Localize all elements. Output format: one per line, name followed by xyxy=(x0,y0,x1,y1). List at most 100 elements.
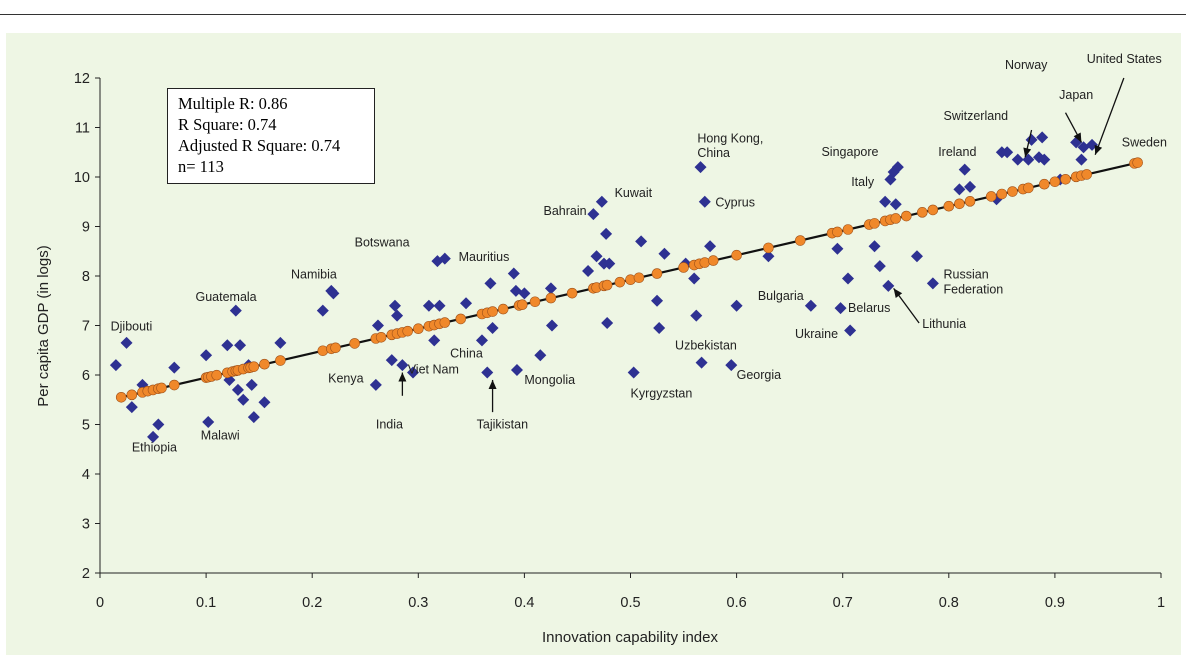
observed-point xyxy=(1038,153,1051,166)
country-label: Bahrain xyxy=(543,204,586,218)
observed-point xyxy=(258,396,271,409)
fitted-point xyxy=(259,358,270,370)
country-label: China xyxy=(697,146,730,160)
observed-point xyxy=(484,277,497,290)
observed-point xyxy=(730,299,743,312)
fitted-point xyxy=(439,317,451,328)
observed-point xyxy=(509,284,522,297)
observed-point xyxy=(1001,146,1014,159)
stat-multiple-r: Multiple R: 0.86 xyxy=(178,94,288,113)
y-tick-label: 3 xyxy=(82,517,90,533)
country-label: Malawi xyxy=(201,428,240,442)
observed-point xyxy=(518,287,531,300)
observed-point xyxy=(221,339,234,352)
country-label: Kenya xyxy=(328,371,363,385)
observed-point xyxy=(1011,153,1024,166)
observed-point xyxy=(545,319,558,332)
fitted-point xyxy=(1023,182,1034,194)
y-tick-label: 9 xyxy=(82,220,90,236)
x-axis-label: Innovation capability index xyxy=(542,629,718,646)
fitted-point xyxy=(1038,178,1050,190)
country-label: Ireland xyxy=(938,145,976,159)
observed-point xyxy=(406,366,419,379)
country-label: Namibia xyxy=(291,267,337,281)
regression-stats-box: Multiple R: 0.86 R Square: 0.74 Adjusted… xyxy=(167,88,375,184)
observed-point xyxy=(152,418,165,431)
observed-point xyxy=(653,321,666,334)
fitted-point xyxy=(1007,186,1018,197)
arrow-head xyxy=(1023,147,1032,158)
observed-point xyxy=(371,319,384,332)
fitted-point xyxy=(901,210,912,222)
observed-point xyxy=(844,324,857,337)
observed-point xyxy=(202,416,215,429)
observed-point xyxy=(842,272,855,285)
observed-point xyxy=(725,359,738,372)
arrow-head xyxy=(893,288,903,298)
observed-point xyxy=(891,161,904,174)
observed-point xyxy=(690,309,703,322)
x-tick-label: 0.4 xyxy=(514,595,534,611)
observed-point xyxy=(698,195,711,208)
country-label: China xyxy=(450,347,483,361)
annotation-arrows xyxy=(398,77,1125,413)
observed-point xyxy=(433,299,446,312)
country-label: Cyprus xyxy=(715,196,755,210)
fitted-point xyxy=(832,226,843,238)
x-tick-label: 1 xyxy=(1157,595,1165,611)
arrow-head xyxy=(398,372,407,382)
y-tick-label: 11 xyxy=(75,121,90,137)
observed-point xyxy=(958,163,971,176)
observed-point xyxy=(316,304,329,317)
fitted-point xyxy=(455,313,467,325)
arrow-head xyxy=(488,379,497,389)
observed-point xyxy=(125,401,138,414)
observed-point xyxy=(635,235,648,248)
fitted-point xyxy=(601,279,613,291)
observed-point xyxy=(388,299,401,312)
observed-point xyxy=(247,411,260,424)
country-label: Russian xyxy=(943,267,988,281)
fitted-point xyxy=(633,272,645,284)
country-label: Kuwait xyxy=(615,186,653,200)
observed-point xyxy=(120,336,133,349)
observed-point xyxy=(544,282,557,295)
country-label: Ethiopia xyxy=(132,441,177,455)
fitted-point xyxy=(545,292,557,304)
x-tick-label: 0.5 xyxy=(620,595,640,611)
fitted-point xyxy=(1081,169,1093,180)
observed-point xyxy=(200,349,213,362)
country-label: United States xyxy=(1087,52,1162,66)
observed-point xyxy=(510,364,523,377)
x-tick-label: 0.6 xyxy=(727,595,747,611)
y-tick-label: 8 xyxy=(82,269,90,285)
x-tick-label: 0.8 xyxy=(939,595,959,611)
country-label: Djibouti xyxy=(111,319,153,333)
fitted-point xyxy=(402,325,413,337)
observed-point xyxy=(704,240,717,253)
observed-point xyxy=(694,161,707,174)
x-tick-label: 0.2 xyxy=(302,595,322,611)
y-tick-label: 2 xyxy=(82,566,90,582)
stat-adjusted-r-square: Adjusted R Square: 0.74 xyxy=(178,136,341,155)
y-tick-label: 7 xyxy=(82,319,90,335)
fitted-point xyxy=(349,338,360,349)
country-label: Mongolia xyxy=(524,373,575,387)
arrow-line xyxy=(1094,77,1125,155)
y-tick-label: 5 xyxy=(82,418,90,434)
fitted-point xyxy=(487,306,498,317)
fitted-point xyxy=(248,361,260,372)
fitted-point xyxy=(731,249,742,261)
fitted-point xyxy=(1132,157,1143,168)
stat-r-square: R Square: 0.74 xyxy=(178,115,277,134)
observed-point xyxy=(245,378,258,391)
observed-point xyxy=(882,279,895,292)
fitted-point xyxy=(794,235,806,246)
fitted-point xyxy=(1049,176,1061,188)
fitted-point xyxy=(330,342,341,354)
y-tick-label: 12 xyxy=(74,71,90,87)
observed-point xyxy=(237,393,250,406)
observed-point xyxy=(274,336,287,349)
country-label: Hong Kong, xyxy=(697,131,763,145)
